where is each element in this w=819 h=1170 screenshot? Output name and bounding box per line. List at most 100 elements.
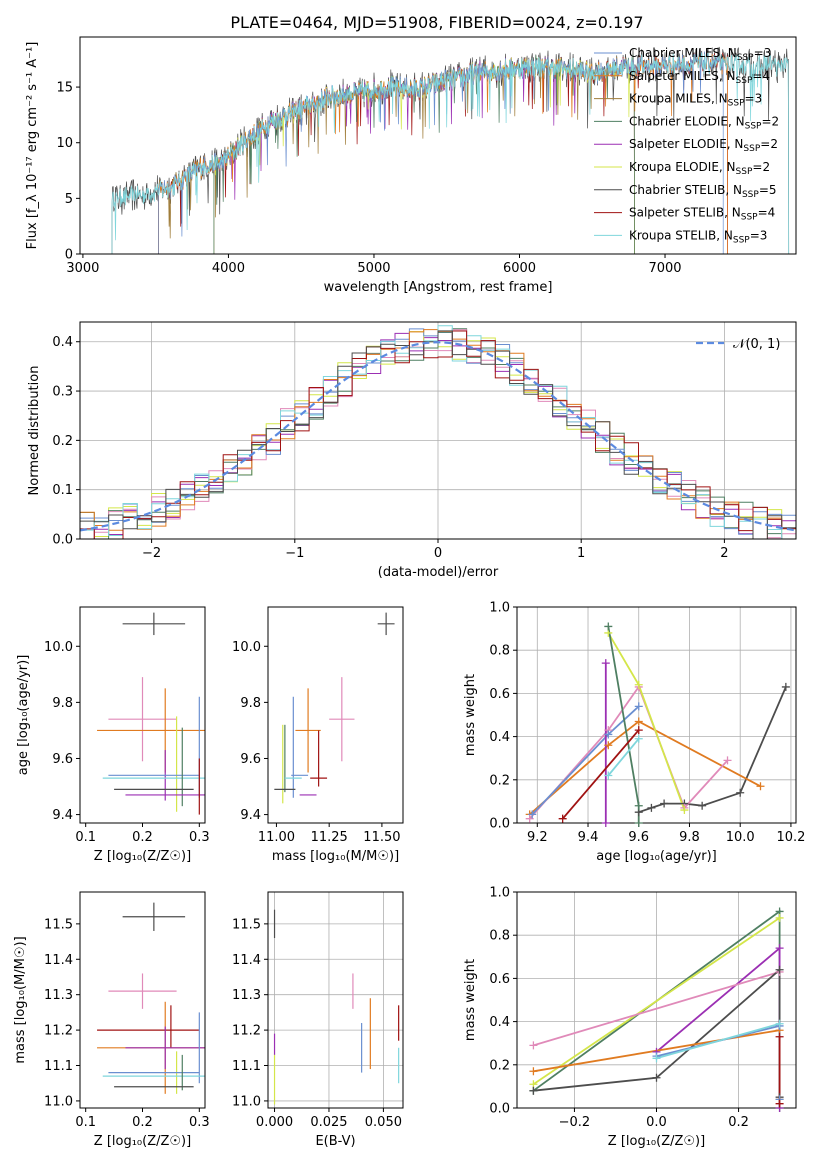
x-tick-label: 0.1: [75, 1115, 96, 1130]
series-marker-salp_elodie: [601, 819, 610, 827]
series-marker-salp_stelib: [634, 726, 643, 735]
x-axis-label: Z [log₁₀(Z/Z☉)]: [94, 849, 191, 864]
y-tick-label: 11.3: [44, 988, 73, 1003]
x-tick-label: 10.2: [776, 830, 805, 845]
panel-spectrum: 3000 4000 5000 6000 7000 0 5 10 15 wavelength [An…: [25, 36, 797, 295]
x-tick-label: 0.2: [132, 1115, 153, 1130]
x-tick-label: 7000: [648, 261, 681, 276]
normal-curve: [80, 341, 796, 532]
y-tick-label: 0.6: [489, 972, 510, 987]
y-tick-label: 10: [56, 136, 73, 151]
y-tick-label: 15: [56, 81, 73, 96]
x-tick-label: 9.2: [527, 830, 548, 845]
legend-entry-salp_miles: Salpeter MILES, NSSP=4: [629, 69, 770, 86]
x-tick-label: 0.0: [646, 1115, 667, 1130]
x-axis-label: E(B-V): [315, 1134, 355, 1149]
y-tick-label: 10.0: [44, 640, 73, 655]
x-tick-label: 11.50: [363, 830, 400, 845]
x-tick-label: 9.8: [679, 830, 700, 845]
y-tick-label: 1.0: [489, 601, 510, 616]
y-axis-label: age [log₁₀(age/yr)]: [16, 655, 31, 776]
series-marker-pink: [525, 814, 534, 823]
panel-age_vs_mass: 11.00 11.25 11.50 9.4 9.6 9.8 10.0 mass [log₁₀(…: [232, 606, 404, 864]
series-marker-salp_stelib: [558, 814, 567, 823]
legend-entry-salp_elodie: Salpeter ELODIE, NSSP=2: [629, 137, 778, 154]
panel-mw_vs_age: 9.2 9.4 9.6 9.8 10.0 10.2 0.0 0.2 0.4 0.6 0.8 1.0 ag…: [463, 601, 805, 865]
panel-age_vs_Z: 0.1 0.2 0.3 9.4 9.6 9.8 10.0 Z [log₁₀(Z/Z☉)] age…: [16, 606, 210, 864]
series-line-chab_miles: [531, 705, 640, 816]
plot-area: [529, 626, 787, 823]
x-tick-label: 9.4: [578, 830, 599, 845]
y-tick-label: 11.3: [232, 988, 261, 1003]
axes-frame: [267, 891, 404, 1109]
y-axis-label: Normed distribution: [27, 366, 42, 496]
panel-mass_vs_Z: 0.1 0.2 0.3 11.0 11.1 11.2 11.3 11.4 11.5 Z [log₁…: [13, 891, 210, 1149]
series-line-krou_elodie: [532, 917, 781, 1085]
y-tick-label: 0.6: [489, 687, 510, 702]
y-tick-label: 11.2: [44, 1024, 73, 1039]
series-line-krou_elodie: [607, 632, 686, 811]
series-line-salp_stelib: [562, 729, 640, 820]
spectrum-line-krou_stelib: [111, 52, 790, 254]
y-tick-label: 5: [65, 192, 73, 207]
series-marker-krou_stelib: [634, 734, 643, 743]
y-tick-label: 0.1: [52, 483, 73, 498]
series-marker-salp_miles: [756, 782, 765, 791]
y-tick-label: 9.4: [240, 808, 261, 823]
x-tick-label: −0.2: [559, 1115, 591, 1130]
plot-area: [273, 909, 400, 1105]
y-tick-label: 9.6: [52, 752, 73, 767]
series-marker-krou_elodie: [680, 806, 689, 815]
series-line-pink: [533, 971, 780, 1047]
series-marker-chab_stelib: [781, 682, 790, 691]
panel-mass_vs_EBV: 0.000 0.025 0.050 11.0 11.1 11.2 11.3 11.4 11.5 E…: [232, 891, 404, 1149]
series-marker-salp_miles: [604, 741, 613, 750]
x-tick-label: 11.25: [311, 830, 348, 845]
plot-area: [111, 46, 790, 254]
series-marker-chab_stelib: [660, 799, 669, 808]
x-tick-label: 5000: [357, 261, 390, 276]
legend-entry-chab_miles: Chabrier MILES, NSSP=3: [629, 46, 771, 63]
x-axis-label: (data-model)/error: [378, 565, 499, 580]
plot-area: [274, 612, 395, 804]
y-tick-label: 9.6: [240, 752, 261, 767]
series-marker-pink: [723, 756, 732, 765]
x-tick-label: 0: [434, 546, 442, 561]
series-line-chab_stelib: [638, 686, 787, 814]
histogram-salp_stelib: [80, 330, 796, 539]
series-marker-pink: [529, 1041, 538, 1050]
x-tick-label: 0.2: [728, 1115, 749, 1130]
legend-entry-krou_elodie: Kroupa ELODIE, NSSP=2: [629, 160, 770, 177]
plot-area: [97, 902, 205, 1094]
y-axis-label: mass [log₁₀(M/M☉)]: [13, 936, 28, 1063]
x-axis-label: Z [log₁₀(Z/Z☉)]: [94, 1134, 191, 1149]
series-marker-chab_miles: [528, 810, 537, 819]
y-tick-label: 0.2: [52, 434, 73, 449]
x-tick-label: 1: [577, 546, 585, 561]
series-marker-chab_miles: [634, 702, 643, 711]
x-tick-label: 11.00: [258, 830, 295, 845]
y-tick-label: 9.8: [52, 696, 73, 711]
series-marker-salp_stelib: [775, 1032, 784, 1041]
axes-frame: [79, 36, 797, 255]
y-axis-label: mass weight: [463, 674, 478, 756]
series-line-salp_miles: [529, 720, 761, 816]
x-tick-label: 9.6: [628, 830, 649, 845]
series-marker-chab_stelib: [647, 803, 656, 812]
y-tick-label: 0.8: [489, 929, 510, 944]
series-marker-krou_elodie: [775, 913, 784, 922]
series-marker-chab_stelib: [652, 1073, 661, 1082]
panel-mw_vs_Z: −0.2 0.0 0.2 0.0 0.2 0.4 0.6 0.8 1.0 Z [log₁₀(Z/Z…: [463, 886, 797, 1149]
series-marker-krou_stelib: [604, 771, 613, 780]
series-marker-chab_stelib: [529, 1086, 538, 1095]
legend-entry-salp_stelib: Salpeter STELIB, NSSP=4: [629, 206, 775, 223]
series-marker-salp_miles: [634, 717, 643, 726]
y-tick-label: 11.1: [232, 1059, 261, 1074]
series-marker-krou_elodie: [634, 680, 643, 689]
y-tick-label: 9.8: [240, 696, 261, 711]
figure-title: PLATE=0464, MJD=51908, FIBERID=0024, z=0…: [230, 13, 643, 32]
y-tick-label: 0.8: [489, 644, 510, 659]
legend-entry-chab_elodie: Chabrier ELODIE, NSSP=2: [629, 114, 779, 131]
series-marker-salp_stelib: [775, 1099, 784, 1108]
